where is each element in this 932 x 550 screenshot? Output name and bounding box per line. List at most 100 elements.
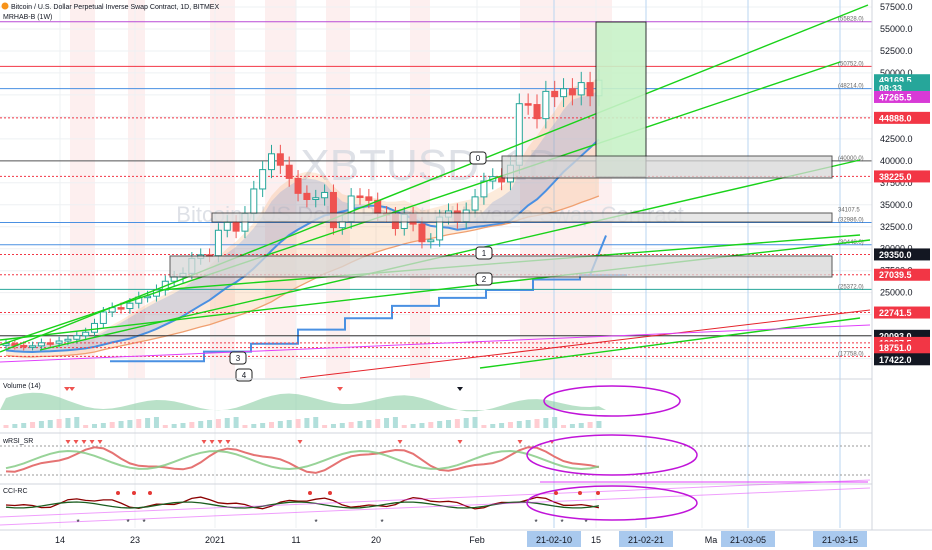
cci-star: * [534,518,537,527]
rsi-marker [73,440,79,444]
candle [560,78,568,108]
range-box[interactable] [211,212,833,223]
rsi-marker [81,440,87,444]
candle [91,318,98,337]
candle-body [268,153,275,171]
rsi-signal-line [5,449,600,471]
projection-box[interactable] [595,21,647,178]
cci-pane[interactable]: CCI-RC********200.00.0 [0,479,932,531]
volume-bar [12,424,18,428]
cci-star: * [126,518,129,527]
wave-label-3[interactable]: 3 [229,351,247,365]
candle-body [29,345,37,348]
price-badge-bg [874,111,930,124]
volume-bar [410,424,416,428]
candle-body [533,104,541,120]
volume-bar [561,425,567,428]
resistance-box[interactable] [501,155,833,179]
time-tick: 15 [591,535,601,545]
volume-bar [100,423,106,428]
trend-line[interactable] [0,61,841,346]
candle-body [577,82,585,96]
candle [356,188,364,205]
price-tick: 55000.0 [880,24,913,34]
candle-body [64,338,72,342]
level-label: (50752.0) [838,61,864,67]
wave-label-1[interactable]: 1 [475,246,493,260]
candle [37,338,45,351]
price-axis[interactable]: 57500.055000.052500.050000.047500.045000… [871,0,932,530]
candle-body [232,221,240,232]
price-tick: 40000.0 [880,156,913,166]
drawings-layer[interactable]: 0 1 2 3 4 [0,4,871,483]
price-badge[interactable]: 47265.5 [874,90,930,103]
candle [294,170,302,202]
price-levels-layer: (55828.0) (50752.0) (48214.0) (40000.0) 3410… [0,17,872,357]
wave-label-0[interactable]: 0 [469,151,487,165]
price-badge-label: 44888.0 [879,113,912,123]
volume-bar [56,419,62,428]
price-badge[interactable]: 29350.0 [874,248,930,261]
price-tick: 50000.0 [880,68,913,78]
candle-body [276,153,284,166]
level-label: (55828.0) [838,17,864,23]
wave-label-box [469,151,487,165]
candle-body [586,82,594,97]
price-tick: 42500.0 [880,134,913,144]
volume-bar [463,418,469,428]
price-badge[interactable]: 18751.0 [874,341,930,354]
volume-bar [348,422,354,428]
rsi-marker [201,440,207,444]
trend-line[interactable] [479,317,861,369]
cci-dot [308,491,312,495]
price-badge[interactable]: 27039.5 [874,268,930,281]
volume-bar [136,419,142,428]
candle [524,93,532,115]
trend-line[interactable] [0,4,869,353]
date-marker-label: 21-03-15 [822,535,858,545]
price-badge-label: 20093.0 [879,331,912,341]
date-marker-label: 21-02-10 [536,535,572,545]
time-axis[interactable]: 14 23 2021 11 20 Feb 15 Ma 21-02-10 21-02-21 21-03… [0,529,932,550]
candle-body [294,177,302,194]
date-marker[interactable]: 21-02-21 [619,531,673,547]
volume-marker [457,387,463,391]
time-tick: 14 [55,535,65,545]
date-marker-bg [619,531,673,547]
price-badge[interactable]: 38225.0 [874,170,930,183]
date-marker[interactable]: 21-03-15 [813,531,867,547]
rsi-marker [97,440,103,444]
candle [312,189,320,208]
volume-bar [507,422,513,428]
price-tick: 37500.0 [880,178,913,188]
price-badge[interactable]: 44888.0 [874,111,930,124]
date-marker[interactable]: 21-02-10 [527,531,581,547]
price-badge-label: 17422.0 [879,355,912,365]
volume-bar [313,417,319,428]
volume-bar [153,417,159,428]
trend-line[interactable] [39,159,861,351]
candle [480,172,488,205]
trend-line-red[interactable] [299,309,871,379]
price-badge[interactable]: 08:33 [874,81,930,94]
date-marker-bg [721,531,775,547]
rsi-marker [217,440,223,444]
wave-label-2[interactable]: 2 [475,272,493,286]
purple-line[interactable] [0,324,871,363]
price-badge[interactable]: 22741.5 [874,306,930,319]
volume-bar [145,418,151,428]
date-marker-label: 21-02-21 [628,535,664,545]
chart-header: Bitcoin / U.S. Dollar Perpetual Inverse … [1,2,219,21]
level-label: (17758.0) [838,351,864,357]
cci-dot [328,491,332,495]
cci-star: * [380,518,383,527]
volume-bar [251,424,257,428]
support-box[interactable] [169,255,833,278]
wrsi-pane[interactable]: wRSI_SR100.050.00.0 [0,430,932,483]
price-badge[interactable]: 17422.0 [874,353,930,366]
volume-marker [337,387,343,391]
date-marker[interactable]: 21-03-05 [721,531,775,547]
cci-dot [596,491,600,495]
level-label: (48214.0) [838,84,864,90]
wave-label-4[interactable]: 4 [235,368,253,382]
